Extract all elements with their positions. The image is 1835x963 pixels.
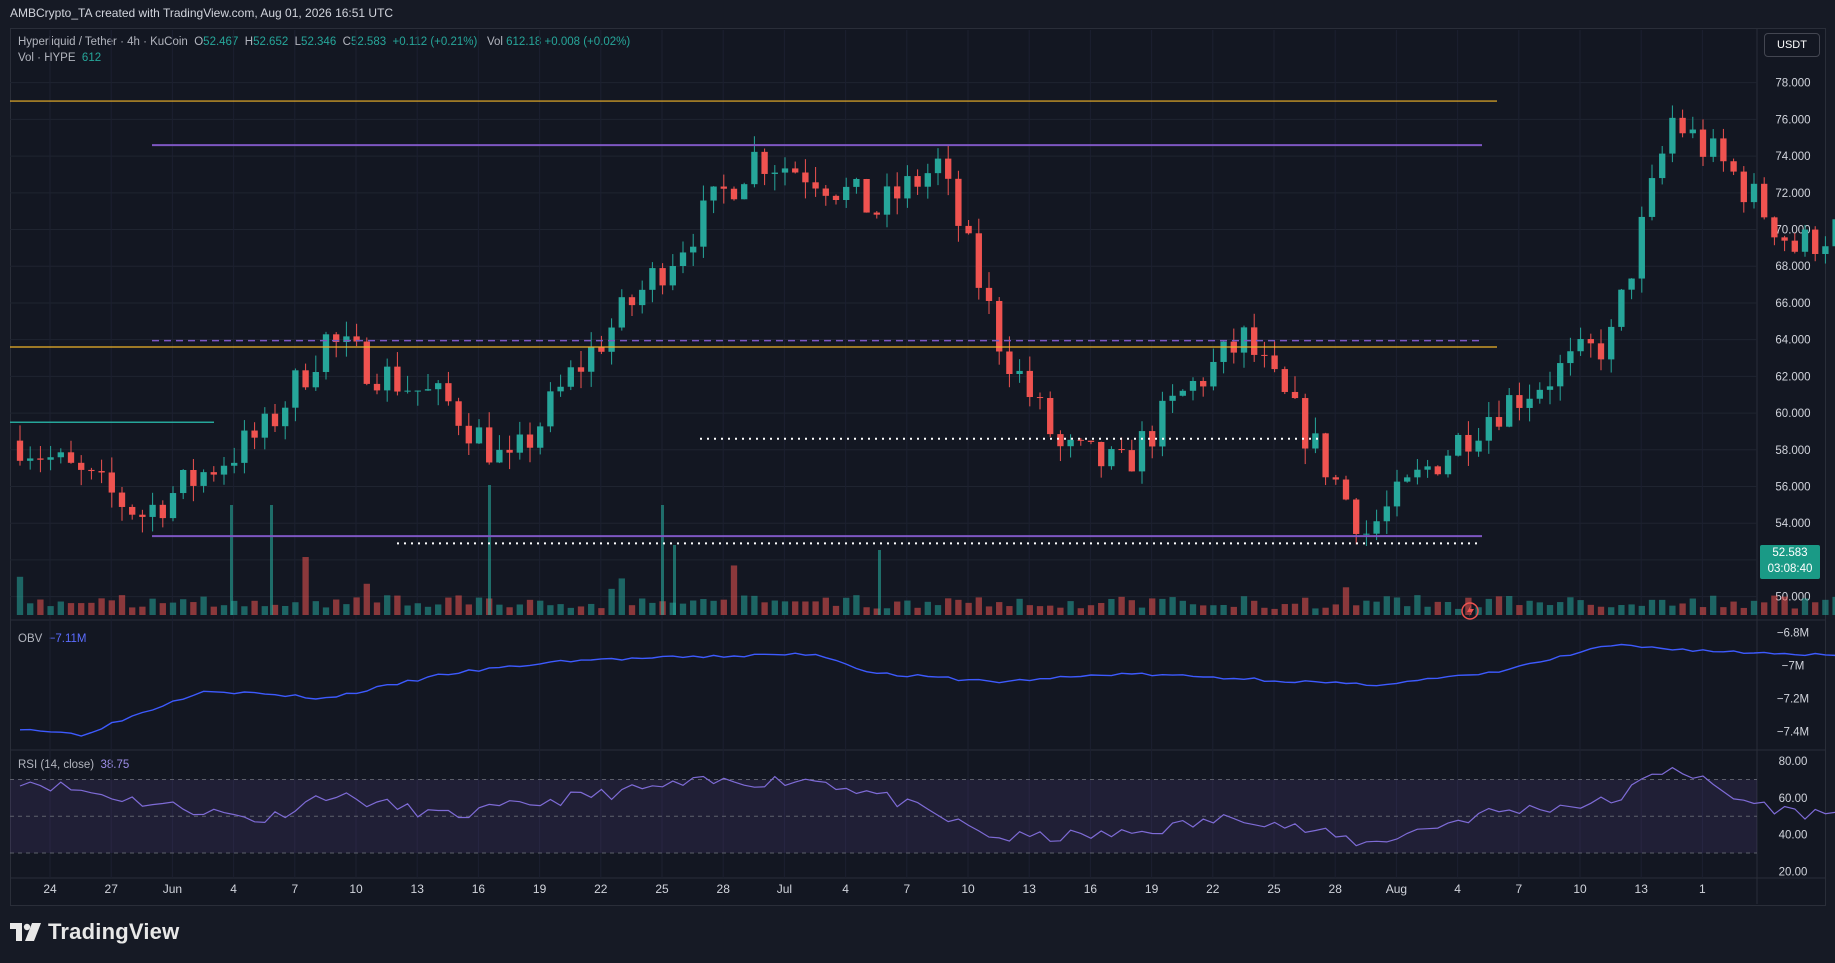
chart-attribution: AMBCrypto_TA created with TradingView.co… [10, 6, 394, 20]
currency-unit-button[interactable]: USDT [1764, 33, 1820, 57]
high-value: 52.652 [253, 36, 289, 48]
vol-value: 612.18 [506, 36, 542, 48]
close-value: 52.583 [350, 36, 387, 48]
obv-label[interactable]: OBV [18, 633, 43, 645]
obv-value: −7.11M [48, 633, 87, 645]
tradingview-logo-icon [10, 923, 41, 941]
high-label: H [244, 36, 254, 48]
vol-label: Vol [486, 36, 503, 48]
last-price-value: 52.583 [1772, 547, 1808, 559]
brand-name: TradingView [48, 919, 180, 944]
bar-countdown: 03:08:40 [1767, 563, 1813, 575]
rsi-legend: RSI (14, close) 38.75 [18, 759, 129, 771]
open-value: 52.467 [203, 36, 239, 48]
chart-frame[interactable] [10, 28, 1826, 906]
low-value: 52.346 [301, 36, 337, 48]
price-legend: Hyperliquid / Tether · 4h · KuCoin O52.4… [18, 36, 630, 48]
obv-legend: OBV −7.11M [18, 633, 87, 645]
open-label: O [194, 36, 204, 48]
symbol-name[interactable]: Hyperliquid / Tether · 4h · KuCoin [18, 36, 188, 48]
change-value: +0.112 (+0.21%) [392, 36, 478, 48]
footer-brand[interactable]: TradingView [10, 919, 179, 945]
volume-legend: Vol · HYPE 612 [18, 52, 101, 64]
low-label: L [294, 36, 302, 48]
vol-change: +0.008 (+0.02%) [544, 36, 631, 48]
rsi-value: 38.75 [100, 759, 130, 771]
close-label: C [342, 36, 351, 48]
volume-value: 612 [81, 52, 102, 64]
last-price-tag: 52.583 03:08:40 [1760, 545, 1820, 579]
volume-label[interactable]: Vol · HYPE [18, 52, 76, 64]
rsi-label[interactable]: RSI (14, close) [18, 759, 95, 771]
